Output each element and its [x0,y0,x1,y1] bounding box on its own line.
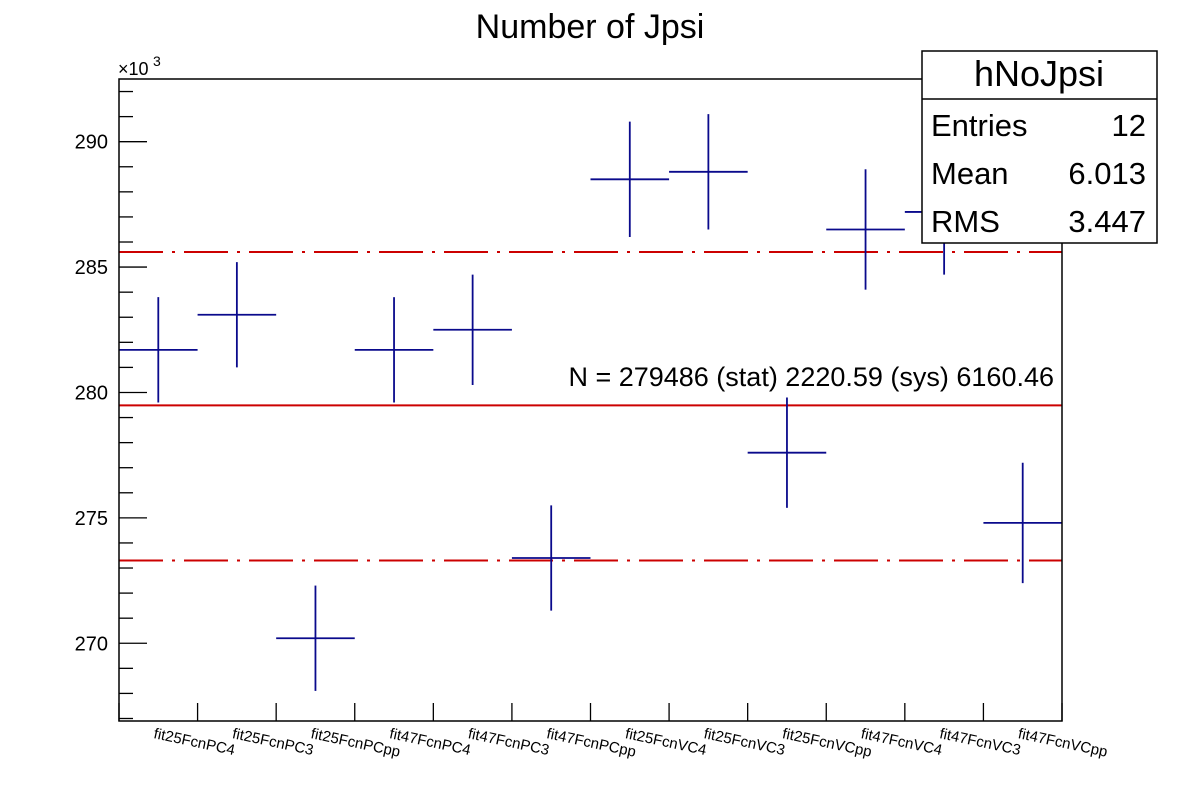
x-category-label: fit25FcnVC3 [702,725,786,759]
reference-lines [119,251,1062,562]
x-category-label: fit25FcnPCpp [309,725,401,761]
x-category-label: fit47FcnVC4 [859,725,943,759]
stats-mean-label: Mean [931,156,1009,191]
stats-entries-value: 12 [1112,108,1146,143]
x-category-label: fit47FcnVC3 [938,725,1022,759]
x-category-label: fit47FcnPC3 [467,725,551,759]
x-category-label: fit25FcnPC4 [152,725,236,759]
y-tick-label: 280 [75,382,108,404]
data-point-6 [511,505,591,611]
data-point-12 [983,462,1062,584]
y-axis: 270 275 280 285 290 [75,90,147,720]
stats-box-title: hNoJpsi [974,53,1104,94]
plot-frame [118,78,1063,722]
stats-box: hNoJpsi Entries 12 Mean 6.013 RMS 3.447 [921,50,1158,244]
x-category-label: fit25FcnPC3 [231,725,315,759]
y-exponent-label: ×10 [118,59,149,79]
y-tick-label: 275 [75,508,108,530]
x-category-label: fit25FcnVC4 [624,725,708,759]
x-category-label: fit47FcnVCpp [1017,725,1109,761]
y-exponent: ×10 3 [118,53,161,79]
stats-box-frame [921,50,1158,244]
stats-rms-value: 3.447 [1068,204,1146,239]
x-category-label: fit47FcnPC4 [388,725,472,759]
data-point-8 [669,114,748,230]
data-point-5 [433,274,512,385]
x-axis: fit25FcnPC4fit25FcnPC3fit25FcnPCppfit47F… [118,703,1109,761]
data-point-4 [354,297,434,403]
y-tick-label: 290 [75,132,108,154]
data-point-10 [826,169,905,290]
data-point-3 [276,585,355,691]
chart-title: Number of Jpsi [476,8,705,46]
x-category-label: fit47FcnPCpp [545,725,637,761]
y-tick-label: 270 [75,633,108,655]
data-point-2 [197,262,277,368]
y-exponent-power: 3 [153,53,161,69]
stats-mean-value: 6.013 [1068,156,1146,191]
data-point-1 [119,297,198,403]
annotation-text: N = 279486 (stat) 2220.59 (sys) 6160.46 [568,362,1054,392]
stats-entries-label: Entries [931,108,1027,143]
data-point-9 [747,397,827,508]
y-tick-label: 285 [75,257,108,279]
data-point-7 [590,121,670,237]
data-points [119,114,1062,691]
x-category-label: fit25FcnVCpp [781,725,873,761]
stats-rms-label: RMS [931,204,1000,239]
